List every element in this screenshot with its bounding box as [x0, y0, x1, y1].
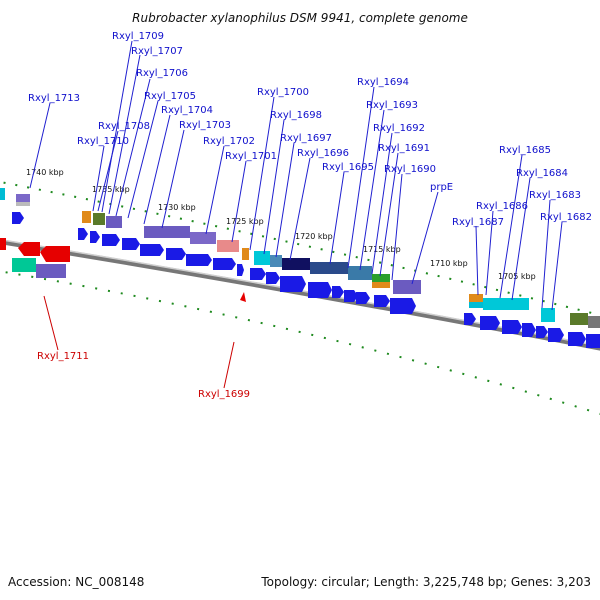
reverse-leader-lines	[43, 295, 235, 389]
gene-label[interactable]: Rxyl_1701	[225, 151, 277, 162]
feature-blocks	[0, 188, 600, 328]
gene-label[interactable]: Rxyl_1692	[373, 123, 425, 134]
gene-label[interactable]: Rxyl_1703	[179, 120, 231, 131]
kbp-label: 1725 kbp	[226, 217, 264, 226]
gene-label[interactable]: Rxyl_1690	[384, 164, 436, 175]
inner-track-ticks	[0, 270, 600, 415]
gene-label[interactable]: Rxyl_1699	[198, 389, 250, 400]
forward-gene-arrows	[12, 212, 600, 348]
gene-label[interactable]: Rxyl_1713	[28, 93, 80, 104]
gene-label[interactable]: Rxyl_1695	[322, 162, 374, 173]
kbp-label: 1740 kbp	[26, 168, 64, 177]
map-title: Rubrobacter xylanophilus DSM 9941, compl…	[132, 11, 468, 25]
gene-label[interactable]: Rxyl_1693	[366, 100, 418, 111]
kbp-scale: 1740 kbp 1735 kbp 1730 kbp 1725 kbp 1720…	[26, 168, 536, 281]
gene-label[interactable]: Rxyl_1707	[131, 46, 183, 57]
gene-label[interactable]: Rxyl_1691	[378, 143, 430, 154]
gene-label[interactable]: Rxyl_1682	[540, 212, 592, 223]
accession-text: Accession: NC_008148	[8, 575, 144, 589]
genome-backbone	[0, 239, 600, 351]
gene-label[interactable]: Rxyl_1708	[98, 121, 150, 132]
gene-label[interactable]: Rxyl_1709	[112, 31, 164, 42]
gene-label[interactable]: Rxyl_1705	[144, 91, 196, 102]
kbp-label: 1735 kbp	[92, 185, 130, 194]
reverse-gene-arrows	[0, 238, 246, 302]
gene-label[interactable]: Rxyl_1710	[77, 136, 129, 147]
genome-summary-text: Topology: circular; Length: 3,225,748 bp…	[260, 575, 591, 589]
gene-label[interactable]: Rxyl_1685	[499, 145, 551, 156]
reverse-feature-blocks	[12, 258, 66, 278]
gene-label[interactable]: Rxyl_1700	[257, 87, 309, 98]
gene-label[interactable]: Rxyl_1686	[476, 201, 528, 212]
kbp-label: 1715 kbp	[363, 245, 401, 254]
kbp-label: 1720 kbp	[295, 232, 333, 241]
gene-label[interactable]: Rxyl_1687	[452, 217, 504, 228]
gene-label[interactable]: Rxyl_1706	[136, 68, 188, 79]
label-leader-lines	[29, 40, 563, 311]
kbp-label: 1705 kbp	[498, 272, 536, 281]
kbp-label: 1730 kbp	[158, 203, 196, 212]
gene-label[interactable]: Rxyl_1711	[37, 351, 89, 362]
gene-label[interactable]: Rxyl_1702	[203, 136, 255, 147]
reverse-gene-labels: Rxyl_1711 Rxyl_1699	[37, 351, 250, 400]
gene-label[interactable]: prpE	[430, 182, 453, 193]
gene-label[interactable]: Rxyl_1698	[270, 110, 322, 121]
gene-label[interactable]: Rxyl_1684	[516, 168, 568, 179]
forward-gene-labels: Rxyl_1713 Rxyl_1709 Rxyl_1707 Rxyl_1706 …	[28, 31, 592, 228]
gene-label[interactable]: Rxyl_1697	[280, 133, 332, 144]
gene-label[interactable]: Rxyl_1683	[529, 190, 581, 201]
gene-label[interactable]: Rxyl_1696	[297, 148, 349, 159]
gene-label[interactable]: Rxyl_1704	[161, 105, 213, 116]
gene-label[interactable]: Rxyl_1694	[357, 77, 409, 88]
kbp-label: 1710 kbp	[430, 259, 468, 268]
